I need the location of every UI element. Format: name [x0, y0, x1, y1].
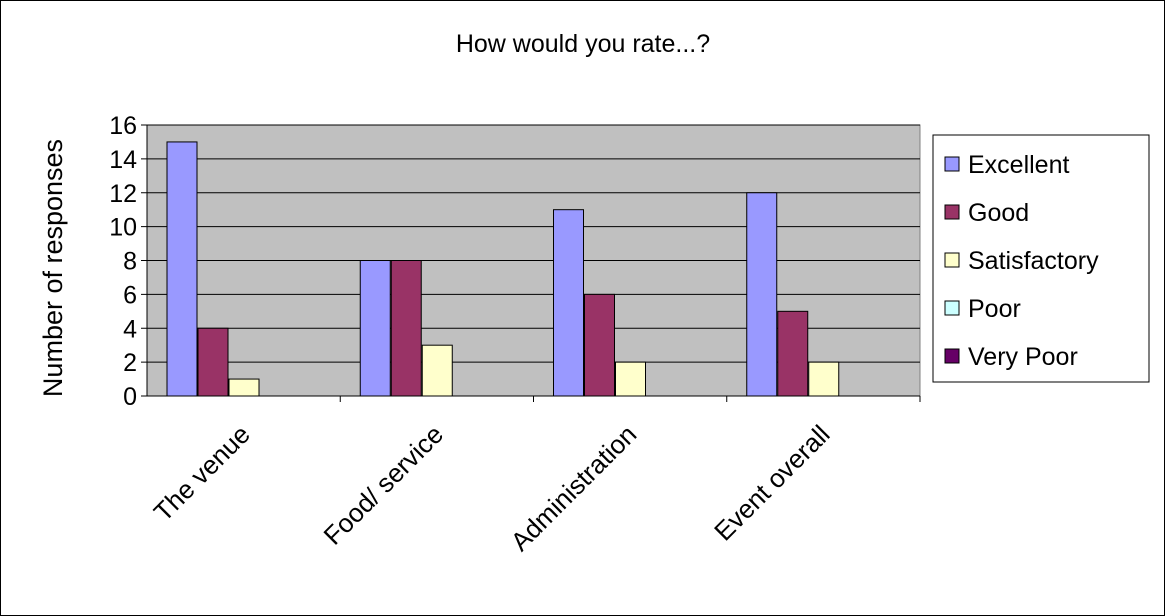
y-tick-label: 4 — [123, 315, 137, 343]
chart-title: How would you rate...? — [456, 30, 710, 58]
bar-excellent — [166, 141, 198, 397]
legend-label: Excellent — [968, 151, 1069, 179]
legend — [932, 134, 1150, 383]
y-tick-label: 14 — [109, 146, 137, 174]
legend-swatch — [944, 156, 960, 172]
bar-excellent — [746, 192, 778, 397]
legend-swatch — [944, 348, 960, 364]
x-tick-label: Food/ service — [318, 419, 450, 551]
y-tick-label: 2 — [123, 349, 137, 377]
bar-satisfactory — [228, 378, 260, 397]
bar-satisfactory — [808, 361, 840, 397]
legend-swatch — [944, 300, 960, 316]
bar-excellent — [359, 260, 391, 397]
legend-swatch — [944, 252, 960, 268]
bar-satisfactory — [615, 361, 646, 397]
y-tick-label: 12 — [109, 180, 137, 208]
y-tick-label: 6 — [123, 281, 137, 309]
legend-label: Very Poor — [968, 343, 1078, 371]
legend-swatch — [944, 204, 960, 220]
bar-good — [584, 293, 615, 397]
x-tick-label: The venue — [148, 419, 256, 527]
y-axis-label: Number of responses — [38, 139, 68, 397]
x-tick-label: Event overall — [708, 419, 836, 547]
x-tick-label: Administration — [505, 419, 643, 557]
y-tick-label: 16 — [109, 112, 137, 140]
legend-label: Good — [968, 199, 1029, 227]
legend-label: Satisfactory — [968, 247, 1099, 275]
y-tick-label: 10 — [109, 214, 137, 242]
y-tick-label: 0 — [123, 383, 137, 411]
bar-good — [777, 310, 809, 397]
y-tick-label: 8 — [123, 248, 137, 276]
bar-good — [197, 327, 229, 397]
bar-satisfactory — [421, 344, 453, 397]
legend-label: Poor — [968, 295, 1021, 323]
bar-good — [390, 260, 422, 397]
bar-excellent — [553, 209, 584, 397]
